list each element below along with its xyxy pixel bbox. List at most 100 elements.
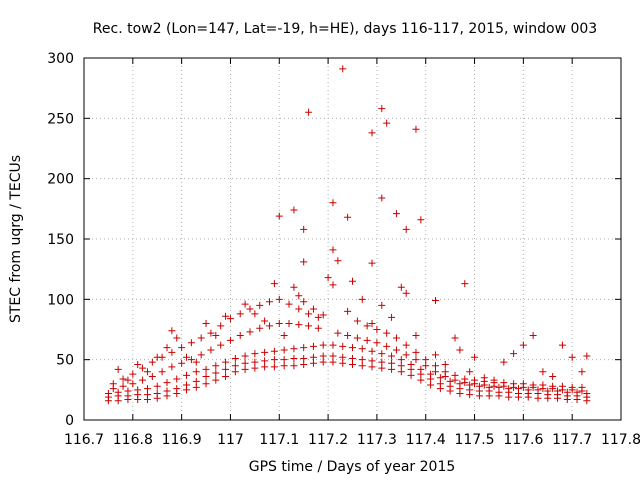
data-point bbox=[431, 368, 439, 376]
data-point bbox=[353, 334, 361, 342]
x-tick-label: 116.7 bbox=[64, 432, 104, 448]
data-point bbox=[392, 210, 400, 218]
data-point bbox=[431, 297, 439, 305]
data-point bbox=[226, 336, 234, 344]
data-point bbox=[114, 365, 122, 373]
data-point bbox=[285, 300, 293, 308]
data-point bbox=[510, 380, 518, 388]
data-point bbox=[241, 300, 249, 308]
x-tick-label: 116.9 bbox=[162, 432, 202, 448]
data-point bbox=[480, 374, 488, 382]
data-point bbox=[319, 341, 327, 349]
y-tick-label: 50 bbox=[56, 353, 74, 369]
data-point bbox=[388, 313, 396, 321]
data-point bbox=[275, 295, 283, 303]
data-point bbox=[363, 322, 371, 330]
data-point bbox=[554, 387, 562, 395]
data-point bbox=[187, 356, 195, 364]
data-point bbox=[212, 362, 220, 370]
data-point bbox=[207, 329, 215, 337]
data-point bbox=[368, 363, 376, 371]
data-point bbox=[349, 354, 356, 362]
data-point bbox=[241, 359, 249, 367]
data-point bbox=[334, 257, 342, 265]
data-point bbox=[217, 341, 225, 349]
data-point bbox=[290, 206, 298, 214]
data-point bbox=[300, 344, 308, 352]
chart-title: Rec. tow2 (Lon=147, Lat=-19, h=HE), days… bbox=[93, 21, 597, 37]
data-point bbox=[231, 354, 239, 362]
data-point bbox=[324, 274, 332, 282]
data-point bbox=[368, 357, 376, 365]
data-point bbox=[510, 350, 518, 358]
data-point bbox=[339, 353, 347, 361]
data-point bbox=[109, 380, 117, 388]
data-point bbox=[363, 336, 371, 344]
data-point bbox=[295, 292, 303, 300]
data-point bbox=[500, 379, 508, 387]
data-point bbox=[261, 348, 269, 356]
data-point bbox=[266, 298, 274, 306]
data-point bbox=[436, 380, 444, 388]
x-tick-label: 117.4 bbox=[406, 432, 446, 448]
data-point bbox=[158, 368, 166, 376]
data-point bbox=[329, 352, 337, 360]
data-point bbox=[568, 383, 576, 391]
data-point bbox=[305, 310, 313, 318]
data-point bbox=[143, 391, 151, 399]
data-point bbox=[539, 368, 547, 376]
data-point bbox=[300, 258, 308, 266]
data-point bbox=[183, 353, 191, 361]
data-point bbox=[246, 328, 254, 336]
data-point bbox=[222, 373, 230, 381]
data-point bbox=[441, 360, 449, 368]
data-point bbox=[373, 326, 381, 333]
data-point bbox=[329, 358, 337, 366]
data-point bbox=[143, 385, 151, 393]
data-point bbox=[124, 387, 132, 395]
data-point bbox=[529, 332, 537, 340]
data-point bbox=[529, 381, 537, 389]
data-point bbox=[344, 332, 352, 340]
data-point bbox=[173, 375, 181, 383]
data-point bbox=[485, 383, 493, 391]
data-point bbox=[178, 359, 186, 367]
y-tick-label: 150 bbox=[47, 232, 74, 248]
data-point bbox=[129, 370, 137, 378]
data-point bbox=[231, 362, 239, 370]
data-point bbox=[427, 370, 435, 378]
data-point bbox=[422, 362, 430, 370]
data-point bbox=[192, 358, 200, 366]
data-point bbox=[290, 362, 298, 370]
data-point bbox=[431, 351, 439, 359]
data-point bbox=[139, 364, 147, 372]
data-point bbox=[251, 358, 259, 366]
x-axis-title: GPS time / Days of year 2015 bbox=[249, 459, 456, 475]
data-point bbox=[309, 305, 317, 313]
data-point bbox=[568, 353, 576, 361]
data-point bbox=[329, 281, 337, 289]
data-point bbox=[339, 65, 347, 73]
data-point bbox=[251, 310, 259, 318]
data-point bbox=[378, 194, 386, 202]
data-point bbox=[524, 386, 532, 394]
data-point bbox=[329, 341, 337, 349]
data-point bbox=[339, 359, 347, 367]
data-point bbox=[368, 347, 376, 355]
data-point bbox=[124, 376, 132, 384]
data-point bbox=[451, 334, 459, 342]
data-point bbox=[300, 298, 308, 306]
data-point bbox=[383, 342, 391, 350]
data-point bbox=[519, 341, 527, 349]
data-point bbox=[539, 381, 547, 389]
x-tick-label: 117.1 bbox=[259, 432, 299, 448]
data-point bbox=[309, 359, 317, 367]
data-point bbox=[388, 365, 396, 373]
data-point bbox=[309, 353, 317, 361]
data-point bbox=[236, 310, 244, 318]
x-tick-label: 117.5 bbox=[454, 432, 494, 448]
data-point bbox=[285, 319, 293, 327]
data-point bbox=[558, 382, 566, 390]
